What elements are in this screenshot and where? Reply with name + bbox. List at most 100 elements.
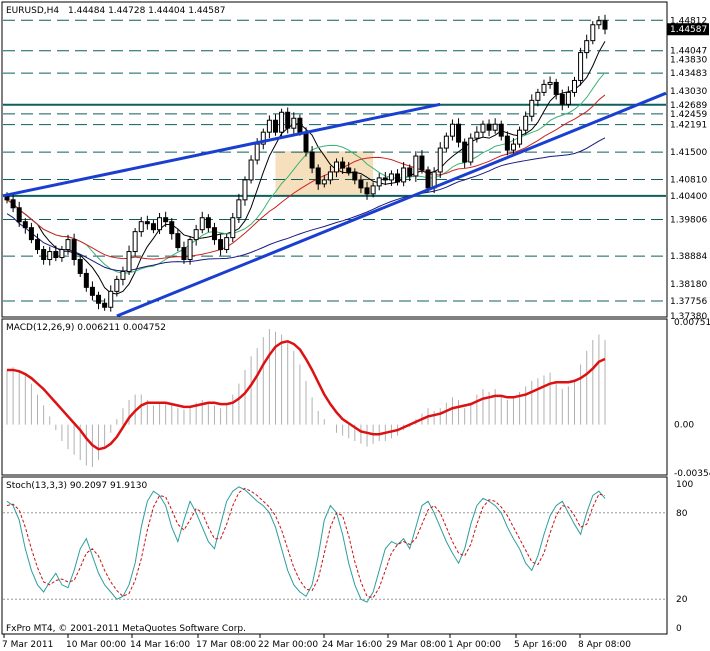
candle-body bbox=[352, 171, 358, 181]
time-tick-label: 10 Mar 00:00 bbox=[66, 640, 126, 650]
stoch-main-line bbox=[6, 486, 606, 603]
price-tick-label: 1.42689 bbox=[670, 101, 707, 111]
candle-body bbox=[547, 81, 553, 85]
candle-body bbox=[108, 290, 114, 308]
main-chart-frame bbox=[1, 1, 668, 318]
candle-body bbox=[584, 40, 590, 54]
candle-body bbox=[370, 185, 376, 195]
copyright-text: FxPro MT4, © 2001-2011 MetaQuotes Softwa… bbox=[6, 624, 246, 634]
candle-body bbox=[565, 91, 571, 105]
candle-body bbox=[602, 20, 608, 30]
candle-body bbox=[523, 115, 529, 131]
stochastic-panel bbox=[3, 486, 666, 603]
macd-label: MACD(12,26,9) 0.006211 0.004752 bbox=[6, 323, 166, 333]
candle-body bbox=[510, 143, 516, 151]
time-tick-label: 17 Mar 08:00 bbox=[196, 640, 256, 650]
stoch-tick-label: 0 bbox=[676, 624, 682, 634]
candle-body bbox=[395, 173, 401, 183]
candle-body bbox=[248, 159, 254, 181]
candle-body bbox=[83, 272, 89, 288]
candle-body bbox=[413, 155, 419, 177]
candle-body bbox=[218, 239, 224, 251]
symbol-label: EURUSD,H4 bbox=[6, 6, 59, 16]
price-tick-label: 1.44587 bbox=[670, 25, 707, 35]
candle-body bbox=[401, 167, 407, 183]
candle-body bbox=[388, 173, 394, 181]
macd-tick-label: 0.00751 bbox=[674, 318, 710, 328]
candle-body bbox=[47, 251, 53, 260]
candle-body bbox=[163, 217, 169, 223]
slow-ma-line bbox=[6, 137, 606, 272]
candle-body bbox=[242, 179, 248, 201]
time-tick-label: 1 Apr 00:00 bbox=[448, 640, 501, 650]
candle-body bbox=[334, 161, 340, 173]
candle-body bbox=[480, 123, 486, 133]
price-tick-label: 1.40400 bbox=[670, 192, 707, 202]
candle-body bbox=[114, 278, 120, 292]
candle-body bbox=[346, 167, 352, 173]
candle-body bbox=[578, 52, 584, 81]
candle-body bbox=[279, 111, 285, 133]
macd-frame bbox=[1, 318, 668, 476]
candle-body bbox=[126, 251, 132, 272]
price-tick-label: 1.38180 bbox=[670, 280, 707, 290]
candle-body bbox=[358, 179, 364, 189]
candle-body bbox=[535, 91, 541, 101]
candle-body bbox=[443, 135, 449, 149]
candle-body bbox=[224, 237, 230, 251]
candle-body bbox=[303, 131, 309, 153]
time-tick-label: 29 Mar 08:00 bbox=[386, 640, 446, 650]
candle-body bbox=[456, 123, 462, 143]
candle-body bbox=[65, 239, 71, 251]
candle-body bbox=[157, 217, 163, 231]
candle-body bbox=[553, 81, 559, 95]
main-price-panel bbox=[2, 14, 667, 318]
candle-body bbox=[364, 187, 370, 195]
candle-body bbox=[590, 24, 596, 42]
candle-body bbox=[53, 251, 59, 259]
candle-body bbox=[193, 229, 199, 241]
candle-body bbox=[260, 131, 266, 145]
candle-body bbox=[504, 135, 510, 151]
macd-tick-label: 0.00 bbox=[674, 421, 694, 431]
candle-body bbox=[120, 270, 126, 280]
time-tick-label: 24 Mar 16:00 bbox=[322, 640, 382, 650]
candle-body bbox=[77, 258, 83, 274]
candle-body bbox=[474, 131, 480, 139]
candle-body bbox=[285, 111, 291, 129]
channel-top-line bbox=[2, 102, 441, 198]
candle-body bbox=[559, 93, 565, 105]
time-tick-label: 22 Mar 00:00 bbox=[258, 640, 318, 650]
candle-body bbox=[181, 247, 187, 260]
price-tick-label: 1.37380 bbox=[670, 312, 707, 322]
candle-body bbox=[96, 294, 102, 304]
candle-body bbox=[211, 227, 217, 241]
time-tick-label: 14 Mar 16:00 bbox=[130, 640, 190, 650]
price-tick-label: 1.37756 bbox=[670, 297, 707, 307]
candle-body bbox=[175, 233, 181, 249]
macd-panel bbox=[6, 328, 606, 467]
candle-body bbox=[449, 123, 455, 137]
macd-signal-line bbox=[7, 339, 606, 451]
ohlc-readout: 1.44484 1.44728 1.44404 1.44587 bbox=[68, 6, 225, 16]
candle-body bbox=[486, 123, 492, 131]
price-tick-label: 1.38884 bbox=[670, 252, 707, 262]
candle-body bbox=[468, 137, 474, 163]
candle-body bbox=[10, 199, 16, 209]
candle-body bbox=[254, 143, 260, 161]
candle-body bbox=[425, 169, 431, 189]
price-tick-label: 1.41500 bbox=[670, 148, 707, 158]
price-tick-label: 1.40810 bbox=[670, 176, 707, 186]
candle-body bbox=[236, 199, 242, 219]
candle-body bbox=[169, 221, 175, 235]
candle-body bbox=[529, 99, 535, 117]
price-tick-label: 1.43483 bbox=[670, 69, 707, 79]
candle-body bbox=[150, 223, 156, 231]
red-ma-line bbox=[6, 94, 606, 260]
candle-body bbox=[16, 207, 22, 223]
candle-body bbox=[291, 117, 297, 129]
stoch-signal-line bbox=[6, 487, 606, 599]
